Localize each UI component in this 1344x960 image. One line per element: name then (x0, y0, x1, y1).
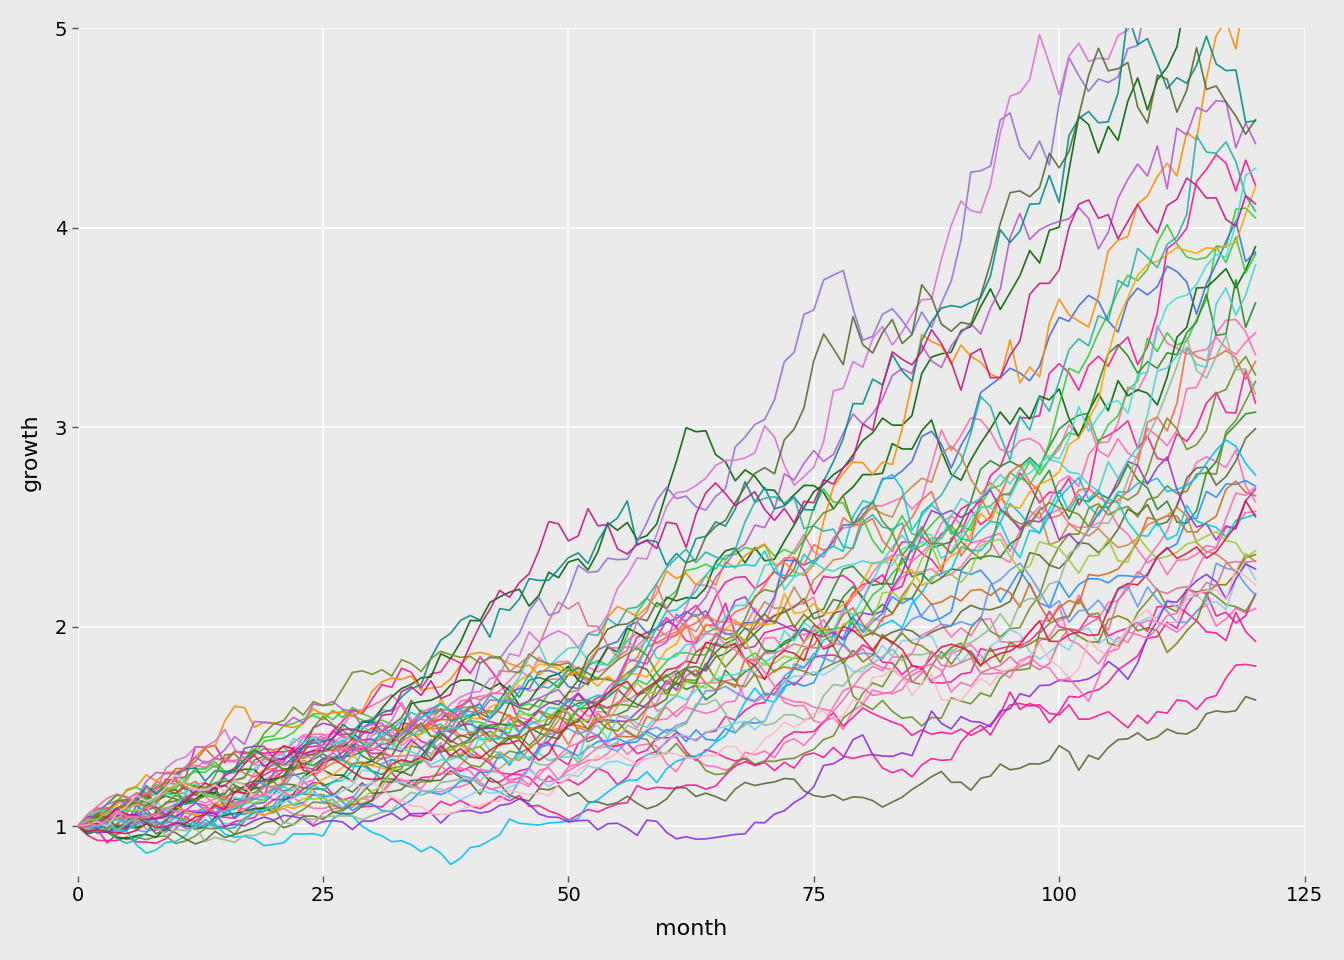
X-axis label: month: month (655, 919, 727, 939)
Y-axis label: growth: growth (22, 414, 40, 491)
